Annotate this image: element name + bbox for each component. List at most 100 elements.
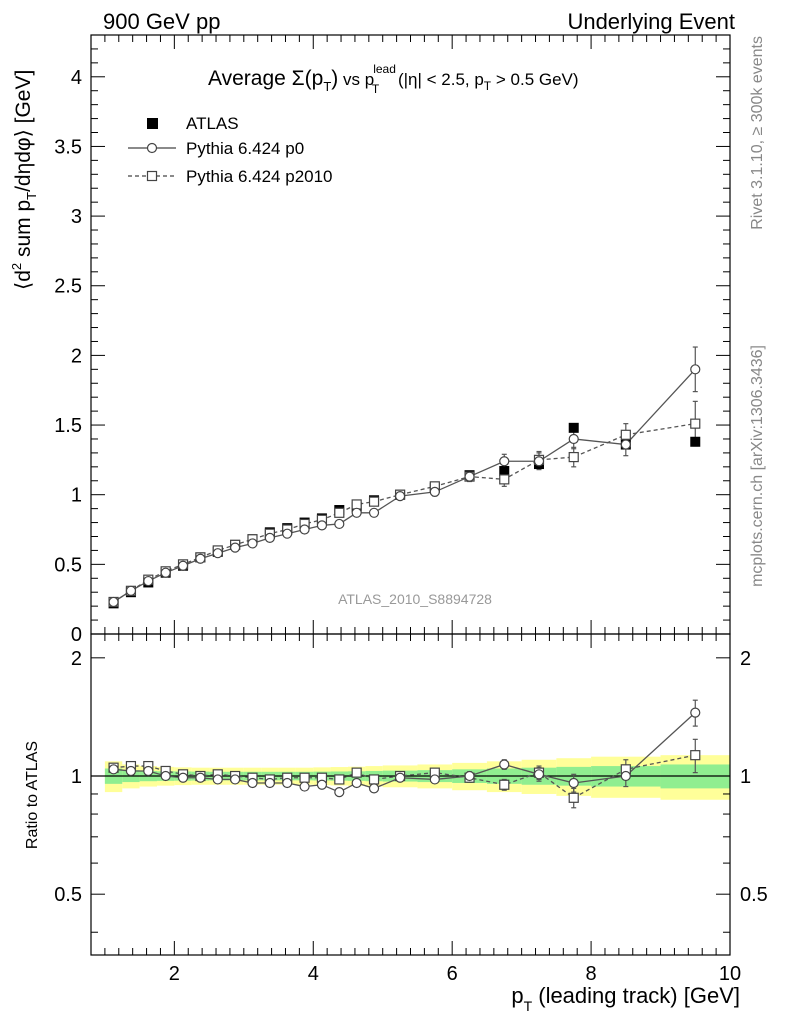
ratio-y-tick-label-right: 2 [740,648,751,670]
p2010-point [568,451,579,463]
ratio-y-tick-label: 1 [71,766,82,788]
p0-point [177,560,189,571]
legend-marker-p0 [146,142,158,154]
x-tick-label: 10 [719,963,741,985]
p2010-point [620,429,631,440]
x-tick-label: 8 [586,963,597,985]
ratio-p0-point [247,777,258,789]
ratio-p0-point [177,772,189,783]
x-tick-label: 6 [447,963,458,985]
ratio-p0-point [334,786,345,798]
ratio-p0-point [316,779,328,790]
ratio-p0-point [160,770,171,782]
ratio-p0-point [299,781,310,792]
p0-point [368,507,380,518]
p0-point [195,553,206,564]
y-tick-label: 3.5 [54,136,82,158]
y-tick-label: 1 [71,485,82,507]
p0-point [394,490,406,502]
y-tick-label: 4 [71,67,82,89]
ratio-y-tick-label: 2 [71,648,82,670]
ratio-p0-point [351,777,362,789]
p0-point [499,456,510,467]
ratio-p2010-line [113,754,696,799]
p0-point [429,486,440,498]
y-tick-label: 2.5 [54,276,82,298]
ratio-p0-point [568,777,579,789]
p0-line [113,368,696,603]
ratio-p0-point [212,774,223,785]
ratio-y-tick-label-right: 0.5 [740,884,768,906]
p0-point [533,456,545,467]
p0-point [212,548,223,559]
p0-point [230,542,241,553]
y-tick-label: 3 [71,206,82,228]
main-plot: 0 0.5 1 1.5 2 2.5 3 3.5 4 [54,34,731,646]
legend-label-p2010: Pythia 6.424 p2010 [186,167,333,186]
atlas-data-point [568,422,579,433]
ratio-ylabel: Ratio to ATLAS [24,741,41,849]
p0-point [464,471,475,482]
p0-point [620,439,631,450]
y-tick-label: 1.5 [54,415,82,437]
ratio-p2010-point [334,774,345,785]
p0-point [125,585,137,596]
p0-point [351,507,362,518]
ratio-p0-point [230,774,241,785]
svg-text:⟨d2 sum pT/dηdφ⟩ [GeV]: ⟨d2 sum pT/dηdφ⟩ [GeV] [9,70,39,290]
ratio-p2010-point [568,792,579,803]
legend-marker-atlas [147,118,158,129]
header-left: 900 GeV pp [103,9,220,34]
ratio-p2010-point [499,779,510,790]
ratio-p0-point [429,774,440,785]
p2010-point [368,496,380,507]
ratio-y-tick-label: 0.5 [54,884,82,906]
ratio-p0-point [264,777,275,789]
side-label-top: Rivet 3.1.10, ≥ 300k events [749,36,766,230]
p2010-point [499,474,510,485]
p0-point [160,567,171,578]
ratio-p2010-point [368,774,380,785]
legend-label-atlas: ATLAS [186,114,239,133]
x-axis-label: pT (leading track) [GeV] [511,983,740,1014]
ratio-p0-point [125,765,137,777]
atlas-data-point [499,466,510,477]
ratio-p0-point [282,777,293,789]
main-title: Average Σ(pT) vs plead T (|η| < 2.5, pT >… [208,62,579,96]
ratio-p0-point [368,783,380,794]
analysis-watermark: ATLAS_2010_S8894728 [338,591,492,607]
ratio-p0-point [464,770,475,782]
ratio-p0-point [499,759,510,770]
legend: ATLAS Pythia 6.424 p0 Pythia 6.424 p2010 [128,114,333,186]
ratio-p0-point [108,764,119,775]
atlas-data-point [690,436,701,447]
ratio-p2010-point [299,772,310,783]
y-tick-label: 0 [71,624,82,646]
ratio-plot: 2 4 6 8 10 0.5 0.5 1 1 2 2 [54,634,768,985]
p2010-point [351,499,362,510]
p0-point [568,433,579,445]
x-tick-label: 2 [169,963,180,985]
y-tick-label: 0.5 [54,554,82,576]
main-ylabel: ⟨d2 sum pT/dηdφ⟩ [GeV] [9,70,39,290]
legend-label-p0: Pythia 6.424 p0 [186,139,304,158]
p2010-point [334,507,345,518]
y-tick-label: 2 [71,345,82,367]
ratio-p0-point [690,707,701,718]
ratio-p0-point [143,765,154,777]
ratio-y-tick-label-right: 1 [740,766,751,788]
ratio-p0-point [533,769,545,780]
side-label-bottom: mcplots.cern.ch [arXiv:1306.3436] [749,345,766,587]
p0-point [299,524,310,535]
p2010-line [113,423,696,603]
legend-marker-p2010 [146,170,158,182]
ratio-p0-point [620,770,631,782]
p0-point [143,575,154,587]
ratio-p2010-point [351,767,362,778]
ratio-frame [90,633,731,956]
p2010-point [690,418,701,429]
p0-point [264,532,275,543]
ratio-p0-point [394,772,406,783]
p0-point [108,596,119,608]
